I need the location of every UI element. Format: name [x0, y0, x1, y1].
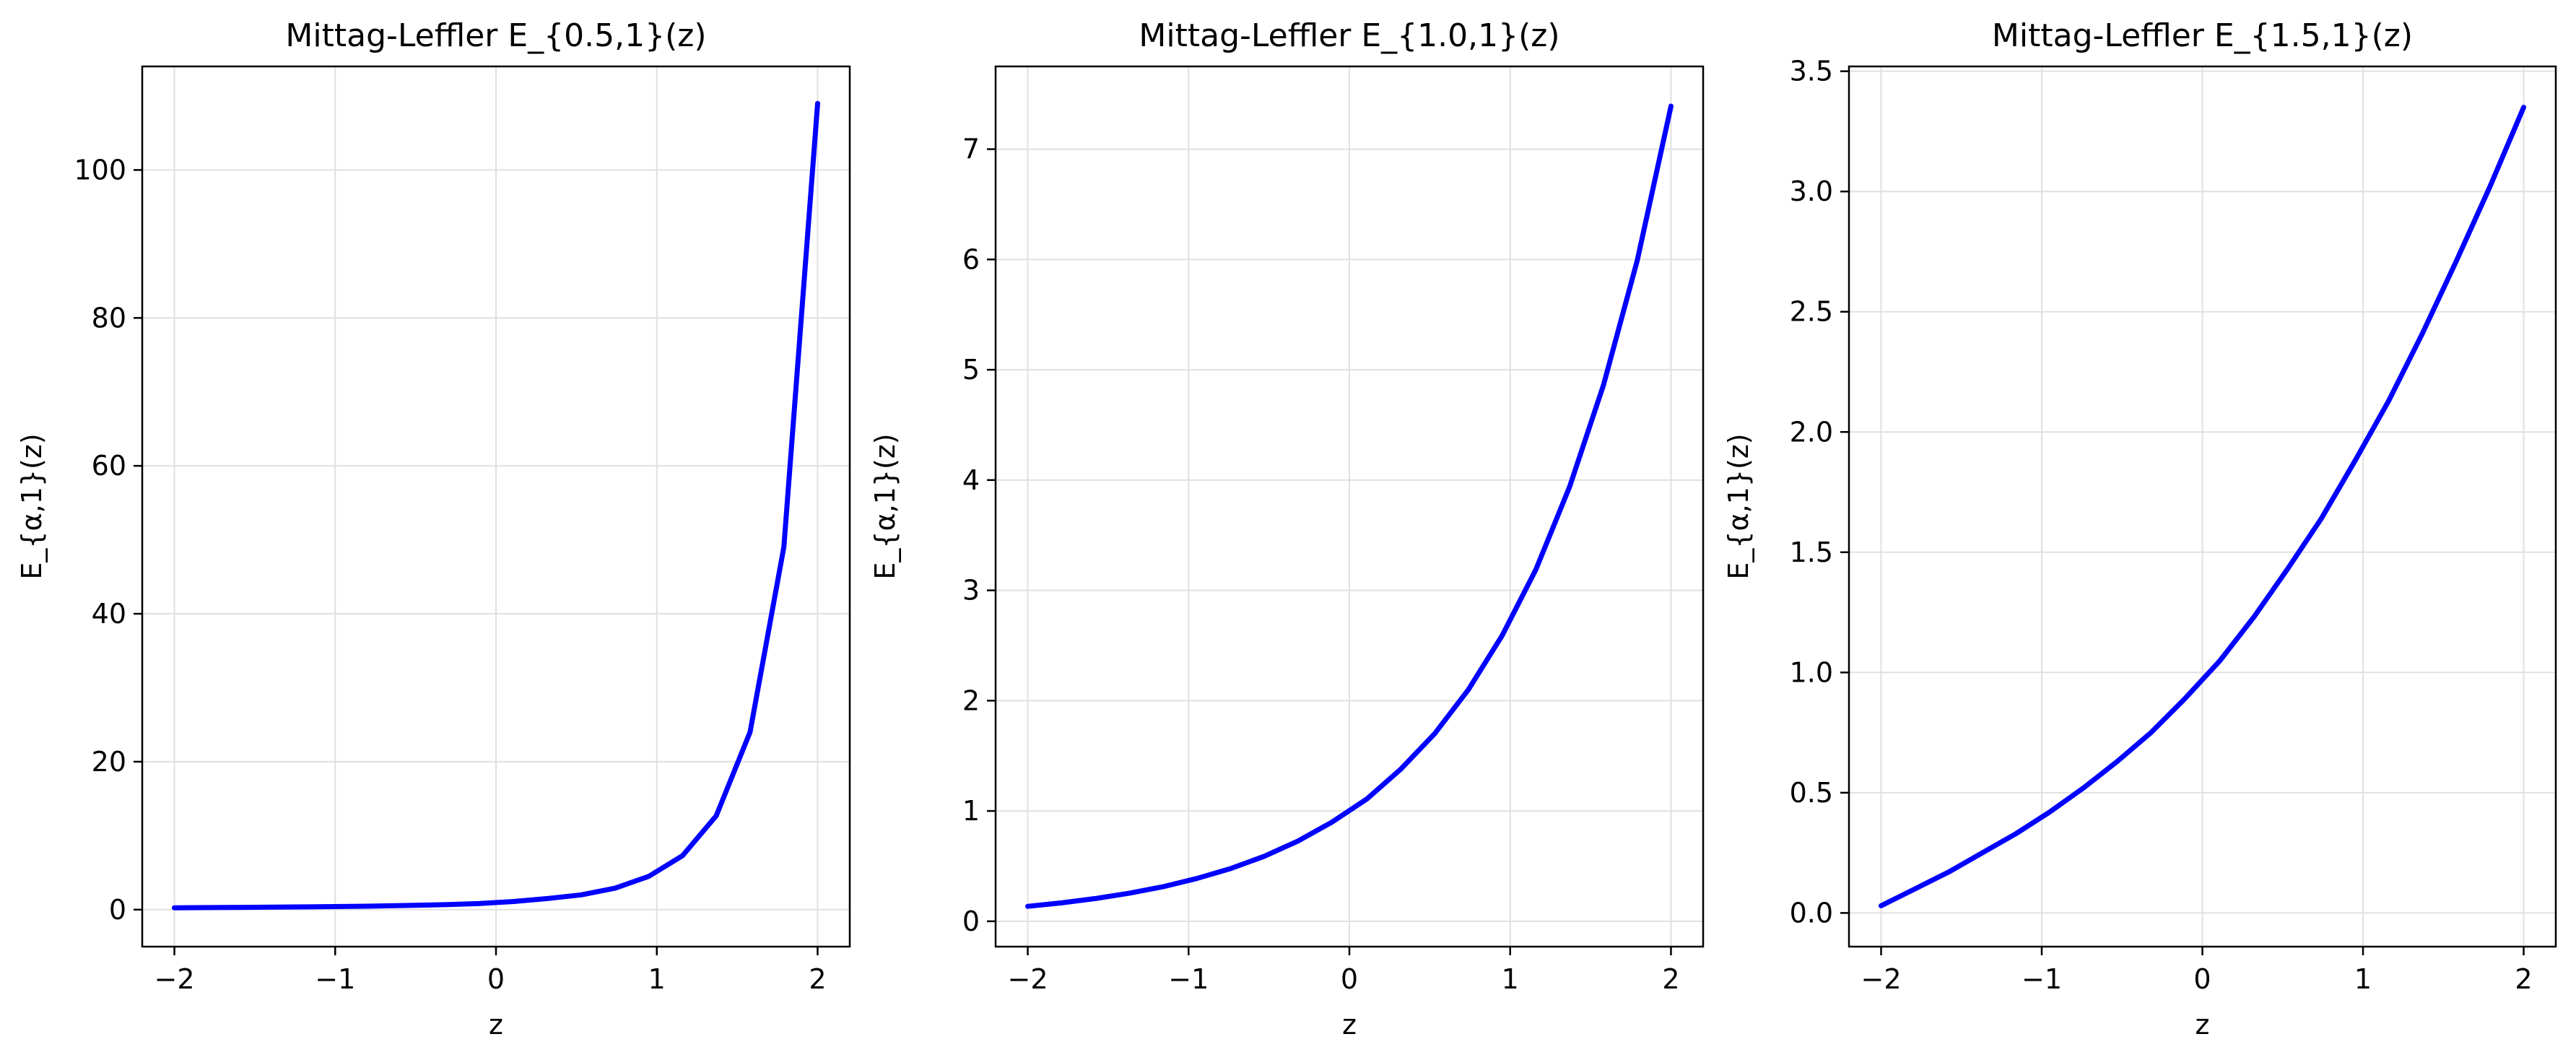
grid: [996, 66, 1703, 947]
x-tick-label: 2: [2515, 963, 2532, 995]
y-tick-label: 40: [92, 598, 126, 630]
x-axis-label: z: [1342, 1009, 1357, 1041]
y-tick-label: 80: [92, 302, 126, 334]
y-tick-label: 4: [962, 464, 980, 496]
panel-mittag-leffler-alpha-1-0: −2 −1 0 1 2 0 1 2 3 4 5 6 7 Mittag-Leffler E_{1.0,1}…: [869, 17, 1705, 1041]
data-series: [172, 100, 820, 911]
y-tick-label: 3: [962, 575, 980, 607]
y-tick-label: 3.0: [1790, 175, 1833, 207]
x-tick-label: 1: [648, 963, 666, 995]
axis-ticks: −2 −1 0 1 2 0.0 0.5 1.0 1.5 2.0 2.5 3.0 3.5: [1790, 56, 2533, 995]
y-tick-label: 5: [962, 354, 980, 386]
y-tick-label: 2.0: [1790, 416, 1833, 448]
y-tick-label: 20: [92, 746, 126, 778]
chart-title: Mittag-Leffler E_{1.5,1}(z): [1992, 17, 2413, 54]
y-tick-label: 1.5: [1790, 536, 1833, 568]
x-tick-label: −1: [1168, 963, 1209, 995]
y-tick-label: 0.5: [1790, 777, 1833, 809]
y-tick-label: 6: [962, 243, 980, 275]
x-tick-label: −1: [315, 963, 355, 995]
y-tick-label: 1: [962, 795, 980, 827]
y-tick-label: 60: [92, 450, 126, 482]
y-tick-label: 100: [74, 154, 126, 186]
x-axis-label: z: [2196, 1009, 2210, 1041]
series-line: [172, 100, 820, 911]
y-tick-label: 2.5: [1790, 296, 1833, 328]
chart-title: Mittag-Leffler E_{0.5,1}(z): [285, 17, 706, 54]
data-series: [1025, 103, 1674, 909]
y-axis-label: E_{α,1}(z): [1723, 433, 1754, 579]
grid: [1849, 66, 2556, 947]
panel-mittag-leffler-alpha-1-5: −2 −1 0 1 2 0.0 0.5 1.0 1.5 2.0 2.5 3.0 3.5 Mittag-L…: [1723, 17, 2557, 1041]
x-tick-label: 1: [1502, 963, 1519, 995]
y-axis-label: E_{α,1}(z): [16, 433, 48, 579]
x-tick-label: −2: [1008, 963, 1048, 995]
x-tick-label: −2: [1861, 963, 1901, 995]
x-tick-label: 1: [2354, 963, 2372, 995]
x-tick-label: 0: [1341, 963, 1358, 995]
x-tick-label: 0: [2193, 963, 2211, 995]
y-tick-label: 0: [962, 905, 980, 937]
x-tick-label: −2: [155, 963, 195, 995]
y-tick-label: 3.5: [1790, 56, 1833, 87]
x-tick-label: 2: [809, 963, 826, 995]
y-tick-label: 7: [962, 134, 980, 165]
y-axis-label: E_{α,1}(z): [869, 433, 901, 579]
chart-title: Mittag-Leffler E_{1.0,1}(z): [1139, 17, 1559, 54]
series-line: [1879, 105, 2526, 908]
data-series: [1879, 105, 2526, 908]
y-tick-label: 1.0: [1790, 656, 1833, 688]
axis-ticks: −2 −1 0 1 2 0 1 2 3 4 5 6 7: [962, 134, 1680, 995]
series-line: [1025, 103, 1674, 909]
y-tick-label: 0.0: [1790, 897, 1833, 929]
y-tick-label: 0: [109, 894, 126, 926]
x-tick-label: 2: [1662, 963, 1679, 995]
x-tick-label: 0: [487, 963, 505, 995]
x-tick-label: −1: [2022, 963, 2062, 995]
x-axis-label: z: [489, 1009, 503, 1041]
y-tick-label: 2: [962, 685, 980, 716]
